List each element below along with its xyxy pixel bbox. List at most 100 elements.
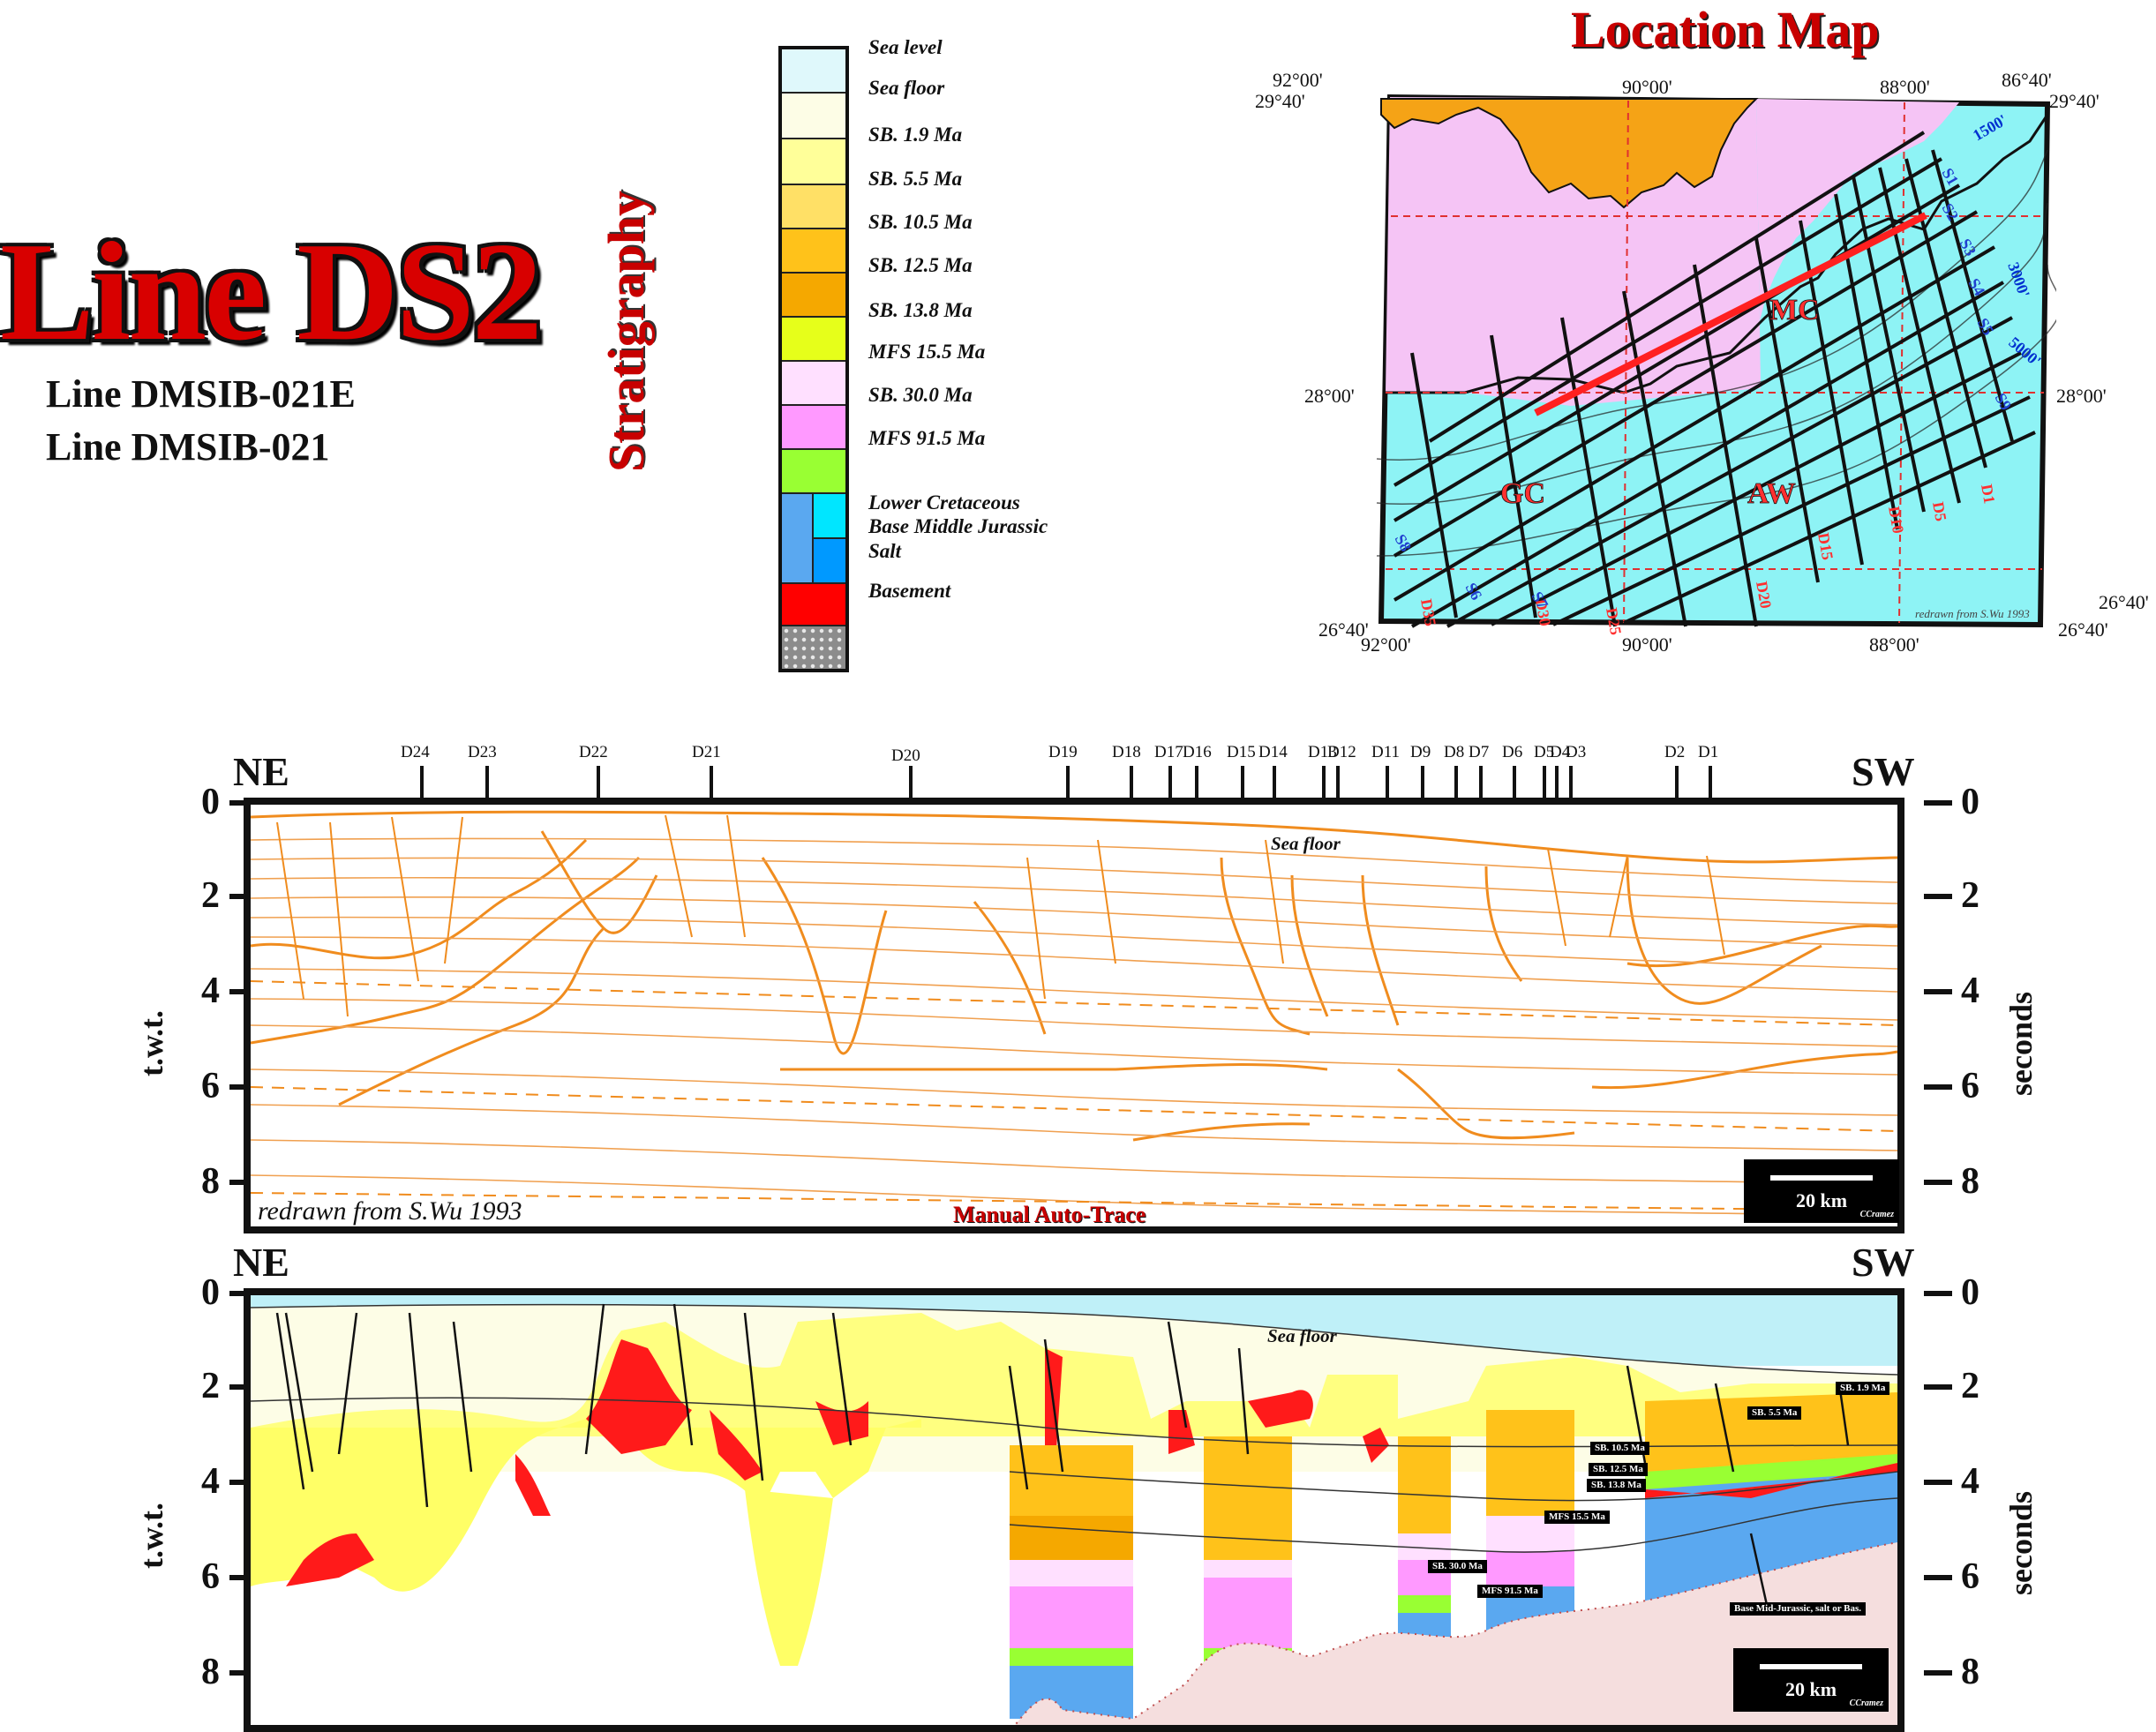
legend-swatch-salt <box>782 584 845 626</box>
location-map-title: Location Map <box>1571 1 1880 58</box>
tag-sb-5-5: SB. 5.5 Ma <box>1747 1406 1802 1420</box>
top-section-linework <box>251 810 1897 1217</box>
lat-label-2640-right: 26°40' <box>2058 619 2108 641</box>
direction-ne-top: NE <box>233 749 289 794</box>
tag-sb-13-8: SB. 13.8 Ma <box>1587 1479 1646 1492</box>
bottom-section-panel <box>244 1288 1904 1732</box>
well-label-d22: D22 <box>579 743 608 761</box>
tag-sb-1-9: SB. 1.9 Ma <box>1836 1382 1890 1395</box>
map-line-d5: D5 <box>1929 500 1950 522</box>
well-label-d20: D20 <box>891 746 920 765</box>
lat-label-2940-left: 29°40' <box>1255 90 1305 112</box>
well-label-d8: D8 <box>1444 743 1464 761</box>
bottom-y-label-right: seconds <box>2003 1490 2039 1595</box>
legend-swatch-mfs-15-5 <box>782 362 845 406</box>
map-credit: redrawn from S.Wu 1993 <box>1915 607 2030 620</box>
top-scale-bar: 20 km CCramez <box>1744 1159 1899 1223</box>
legend-swatch-sb-10-5 <box>782 229 845 274</box>
well-label-d9: D9 <box>1410 743 1431 761</box>
bottom-y-tick-6-right: 6 <box>1961 1556 1979 1597</box>
lat-label-2940-right: 29°40' <box>2049 90 2100 112</box>
top-y-tick-2-right: 2 <box>1961 875 1979 916</box>
well-label-d4: D4 <box>1550 743 1571 761</box>
well-label-d5: D5 <box>1534 743 1554 761</box>
map-area-aw: AW <box>1747 477 1796 510</box>
legend-label-sb-12-5: SB. 12.5 Ma <box>868 254 973 276</box>
bottom-y-tick-8-right: 8 <box>1961 1652 1979 1692</box>
legend-label-sb-13-8: SB. 13.8 Ma <box>868 299 973 321</box>
legend-label-sb-5-5: SB. 5.5 Ma <box>868 168 963 190</box>
direction-sw-bottom: SW <box>1852 1240 1915 1285</box>
top-y-tick-8-left: 8 <box>201 1161 220 1202</box>
lat-label-28-left: 28°00' <box>1304 385 1355 407</box>
bottom-y-tick-4-left: 4 <box>201 1461 220 1502</box>
legend-swatch-basement <box>782 626 845 669</box>
well-label-d14: D14 <box>1258 743 1288 761</box>
location-map: MC GC AW D1 D5 D10 D15 D20 D25 D30 D35 S… <box>1376 94 2056 635</box>
tag-base-mid-jurassic: Base Mid-Jurassic, salt or Bas. <box>1730 1602 1867 1616</box>
top-y-tick-0-left: 0 <box>201 782 220 822</box>
map-line-d25: D25 <box>1603 606 1625 635</box>
legend-label-base-mid-jurassic: Base Middle Jurassic <box>868 515 1048 537</box>
legend-swatch-sea-level <box>782 49 845 94</box>
well-label-d15: D15 <box>1227 743 1256 761</box>
well-label-d2: D2 <box>1664 743 1685 761</box>
legend-label-sea-level: Sea level <box>868 36 943 58</box>
tag-sb-30: SB. 30.0 Ma <box>1428 1560 1487 1573</box>
legend-swatch-sea-floor <box>782 94 845 139</box>
top-credit: redrawn from S.Wu 1993 <box>258 1196 522 1226</box>
section-title: Line DS2 <box>0 213 543 370</box>
tag-mfs-91-5: MFS 91.5 Ma <box>1477 1585 1543 1598</box>
map-area-gc: GC <box>1500 477 1545 510</box>
map-selected-line <box>1534 212 1927 416</box>
legend-swatch-sb-13-8 <box>782 318 845 362</box>
legend-label-basement: Basement <box>868 580 951 602</box>
well-label-d23: D23 <box>468 743 497 761</box>
tag-mfs-15-5: MFS 15.5 Ma <box>1544 1511 1610 1524</box>
stratigraphy-title: Stratigraphy <box>597 191 655 472</box>
lon-label-90-bottom: 90°00' <box>1622 634 1672 656</box>
line-name-2: Line DMSIB-021 <box>46 425 330 469</box>
tag-sb-12-5: SB. 12.5 Ma <box>1589 1463 1648 1476</box>
top-y-tick-8-right: 8 <box>1961 1161 1979 1202</box>
bottom-y-tick-2-left: 2 <box>201 1366 220 1406</box>
legend-swatch-lower-cretaceous <box>782 494 845 584</box>
method-label: Manual Auto-Trace <box>953 1202 1146 1227</box>
legend-label-salt: Salt <box>868 540 902 562</box>
well-label-d7: D7 <box>1469 743 1489 761</box>
lat-label-2640-right-upper: 26°40' <box>2099 591 2149 613</box>
legend-label-sb-1-9: SB. 1.9 Ma <box>868 124 963 146</box>
legend-swatch-sb-1-9 <box>782 139 845 185</box>
top-y-label-left: t.w.t. <box>134 1010 169 1076</box>
bottom-y-tick-4-right: 4 <box>1961 1461 1979 1502</box>
well-label-d3: D3 <box>1566 743 1586 761</box>
map-area-mc: MC <box>1769 294 1820 326</box>
bottom-section-interpretation <box>251 1295 1897 1725</box>
top-section-panel <box>244 798 1904 1233</box>
well-label-d11: D11 <box>1371 743 1400 761</box>
legend-label-mfs-91-5: MFS 91.5 Ma <box>868 427 986 449</box>
top-y-tick-0-right: 0 <box>1961 782 1979 822</box>
legend-label-mfs-15-5: MFS 15.5 Ma <box>868 341 986 363</box>
well-label-d21: D21 <box>692 743 721 761</box>
legend-label-sb-10-5: SB. 10.5 Ma <box>868 211 973 233</box>
direction-ne-bottom: NE <box>233 1240 289 1285</box>
well-label-d13: D13 <box>1308 743 1337 761</box>
bottom-y-tick-0-right: 0 <box>1961 1272 1979 1313</box>
top-scale-author: CCramez <box>1859 1210 1894 1219</box>
well-label-d19: D19 <box>1048 743 1078 761</box>
map-delta-area <box>1380 98 1759 209</box>
top-y-tick-4-left: 4 <box>201 971 220 1011</box>
well-label-d1: D1 <box>1698 743 1718 761</box>
legend-swatch-sb-12-5 <box>782 274 845 318</box>
direction-sw-top: SW <box>1852 749 1915 794</box>
lon-label-8640-top: 86°40' <box>2002 69 2052 91</box>
bottom-scale-author: CCramez <box>1849 1698 1883 1708</box>
bottom-sea-floor-label: Sea floor <box>1267 1325 1337 1346</box>
bottom-y-tick-0-left: 0 <box>201 1272 220 1313</box>
legend-swatch-mfs-91-5 <box>782 450 845 494</box>
tag-sb-10-5: SB. 10.5 Ma <box>1590 1442 1649 1455</box>
lon-label-88-bottom: 88°00' <box>1869 634 1919 656</box>
well-label-row: D24 D23 D22 D21 D20 D19 D18 D17 D16 D15 … <box>401 743 1718 798</box>
lon-label-92-top: 92°00' <box>1273 69 1323 91</box>
